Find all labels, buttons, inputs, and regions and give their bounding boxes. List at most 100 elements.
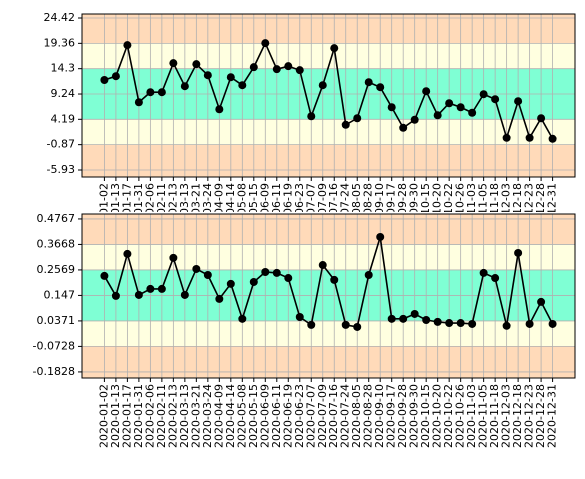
point	[134, 98, 143, 107]
point	[180, 290, 189, 299]
point	[330, 44, 339, 53]
x-tick-label: 2020-09-28	[396, 384, 409, 448]
x-tick-label: 2020-10-26	[454, 384, 467, 448]
point	[445, 99, 454, 108]
x-tick-label: 2020-01-31	[132, 183, 145, 247]
point	[249, 63, 258, 72]
x-tick-label: 2020-07-09	[316, 183, 329, 247]
point	[134, 290, 143, 299]
x-tick-label: 2020-08-28	[362, 183, 375, 247]
point	[123, 41, 132, 50]
point	[456, 319, 465, 328]
x-tick-label: 2020-12-03	[500, 183, 513, 247]
x-tick-label: 2020-01-13	[109, 384, 122, 448]
x-tick-label: 2020-08-28	[362, 384, 375, 448]
point	[479, 90, 488, 99]
band	[82, 320, 575, 347]
point	[422, 316, 431, 325]
point	[364, 271, 373, 280]
point	[537, 297, 546, 306]
y-tick-label: -0.87	[47, 138, 75, 151]
point	[433, 111, 442, 120]
point	[491, 274, 500, 283]
point	[157, 284, 166, 293]
x-tick-label: 2020-12-03	[500, 384, 513, 448]
x-tick-label: 2020-06-19	[281, 384, 294, 448]
point	[215, 105, 224, 114]
axes-frame	[81, 213, 576, 379]
point	[226, 279, 235, 288]
point	[330, 275, 339, 284]
x-tick-label: 2020-09-30	[408, 183, 421, 247]
x-tick-label: 2020-03-24	[201, 183, 214, 247]
x-tick-label: 2020-03-13	[178, 183, 191, 247]
y-tick-label: 0.4767	[37, 212, 76, 225]
point	[272, 65, 281, 74]
x-tick-label: 2020-07-24	[339, 384, 352, 448]
band	[82, 119, 575, 145]
x-tick-label: 2020-11-03	[465, 183, 478, 247]
point	[376, 83, 385, 92]
point	[146, 88, 155, 97]
point	[226, 73, 235, 82]
x-tick-label: 2020-01-13	[109, 183, 122, 247]
point	[192, 264, 201, 273]
x-tick-label: 2020-10-26	[454, 183, 467, 247]
point	[422, 87, 431, 96]
x-tick-label: 2020-12-23	[523, 183, 536, 247]
point	[111, 291, 120, 300]
x-tick-label: 2020-03-24	[201, 384, 214, 448]
x-tick-label: 2020-12-18	[511, 384, 524, 448]
point	[548, 134, 557, 143]
x-tick-label: 2020-02-11	[155, 384, 168, 448]
point	[295, 66, 304, 75]
x-tick-label: 2020-04-14	[224, 384, 237, 448]
point	[261, 39, 270, 48]
x-tick-label: 2020-10-15	[419, 183, 432, 247]
x-tick-label: 2020-12-28	[534, 384, 547, 448]
axes-frame	[81, 13, 576, 178]
point	[261, 267, 270, 276]
point	[192, 60, 201, 69]
point	[502, 133, 511, 142]
x-tick-label: 2020-05-15	[247, 183, 260, 247]
point	[272, 268, 281, 277]
y-tick-label: 24.42	[44, 11, 76, 24]
point	[295, 312, 304, 321]
x-tick-label: 2020-12-23	[523, 384, 536, 448]
x-tick-label: 2020-05-15	[247, 384, 260, 448]
y-tick-label: 0.147	[44, 288, 76, 301]
x-tick-label: 2020-07-07	[304, 384, 317, 448]
x-tick-label: 2020-01-17	[120, 183, 133, 247]
x-tick-labels: 2020-01-022020-01-132020-01-172020-01-31…	[97, 384, 558, 448]
point	[364, 78, 373, 87]
x-tick-label: 2020-01-17	[120, 384, 133, 448]
x-tick-label: 2020-06-09	[258, 183, 271, 247]
point	[100, 76, 109, 85]
x-tick-label: 2020-10-15	[419, 384, 432, 448]
x-tick-label: 2020-05-08	[235, 183, 248, 247]
x-tick-label: 2020-01-02	[97, 384, 110, 448]
point	[525, 319, 534, 328]
x-tick-label: 2020-03-21	[189, 384, 202, 448]
x-tick-label: 2020-03-21	[189, 183, 202, 247]
x-tick-label: 2020-06-23	[293, 183, 306, 247]
point	[410, 309, 419, 318]
x-tick-label: 2020-02-06	[143, 384, 156, 448]
x-tick-label: 2020-10-22	[442, 183, 455, 247]
point	[399, 123, 408, 132]
x-tick-label: 2020-02-11	[155, 183, 168, 247]
x-tick-label: 2020-07-09	[316, 384, 329, 448]
x-tick-label: 2020-12-31	[546, 384, 559, 448]
point	[410, 115, 419, 124]
point	[249, 277, 258, 286]
x-tick-label: 2020-04-09	[212, 183, 225, 247]
x-tick-label: 2020-07-16	[327, 384, 340, 448]
x-tick-label: 2020-04-14	[224, 183, 237, 247]
x-tick-label: 2020-06-23	[293, 384, 306, 448]
x-tick-label: 2020-04-09	[212, 384, 225, 448]
point	[238, 314, 247, 323]
point	[376, 232, 385, 241]
x-tick-label: 2020-09-10	[373, 183, 386, 247]
point	[514, 248, 523, 257]
